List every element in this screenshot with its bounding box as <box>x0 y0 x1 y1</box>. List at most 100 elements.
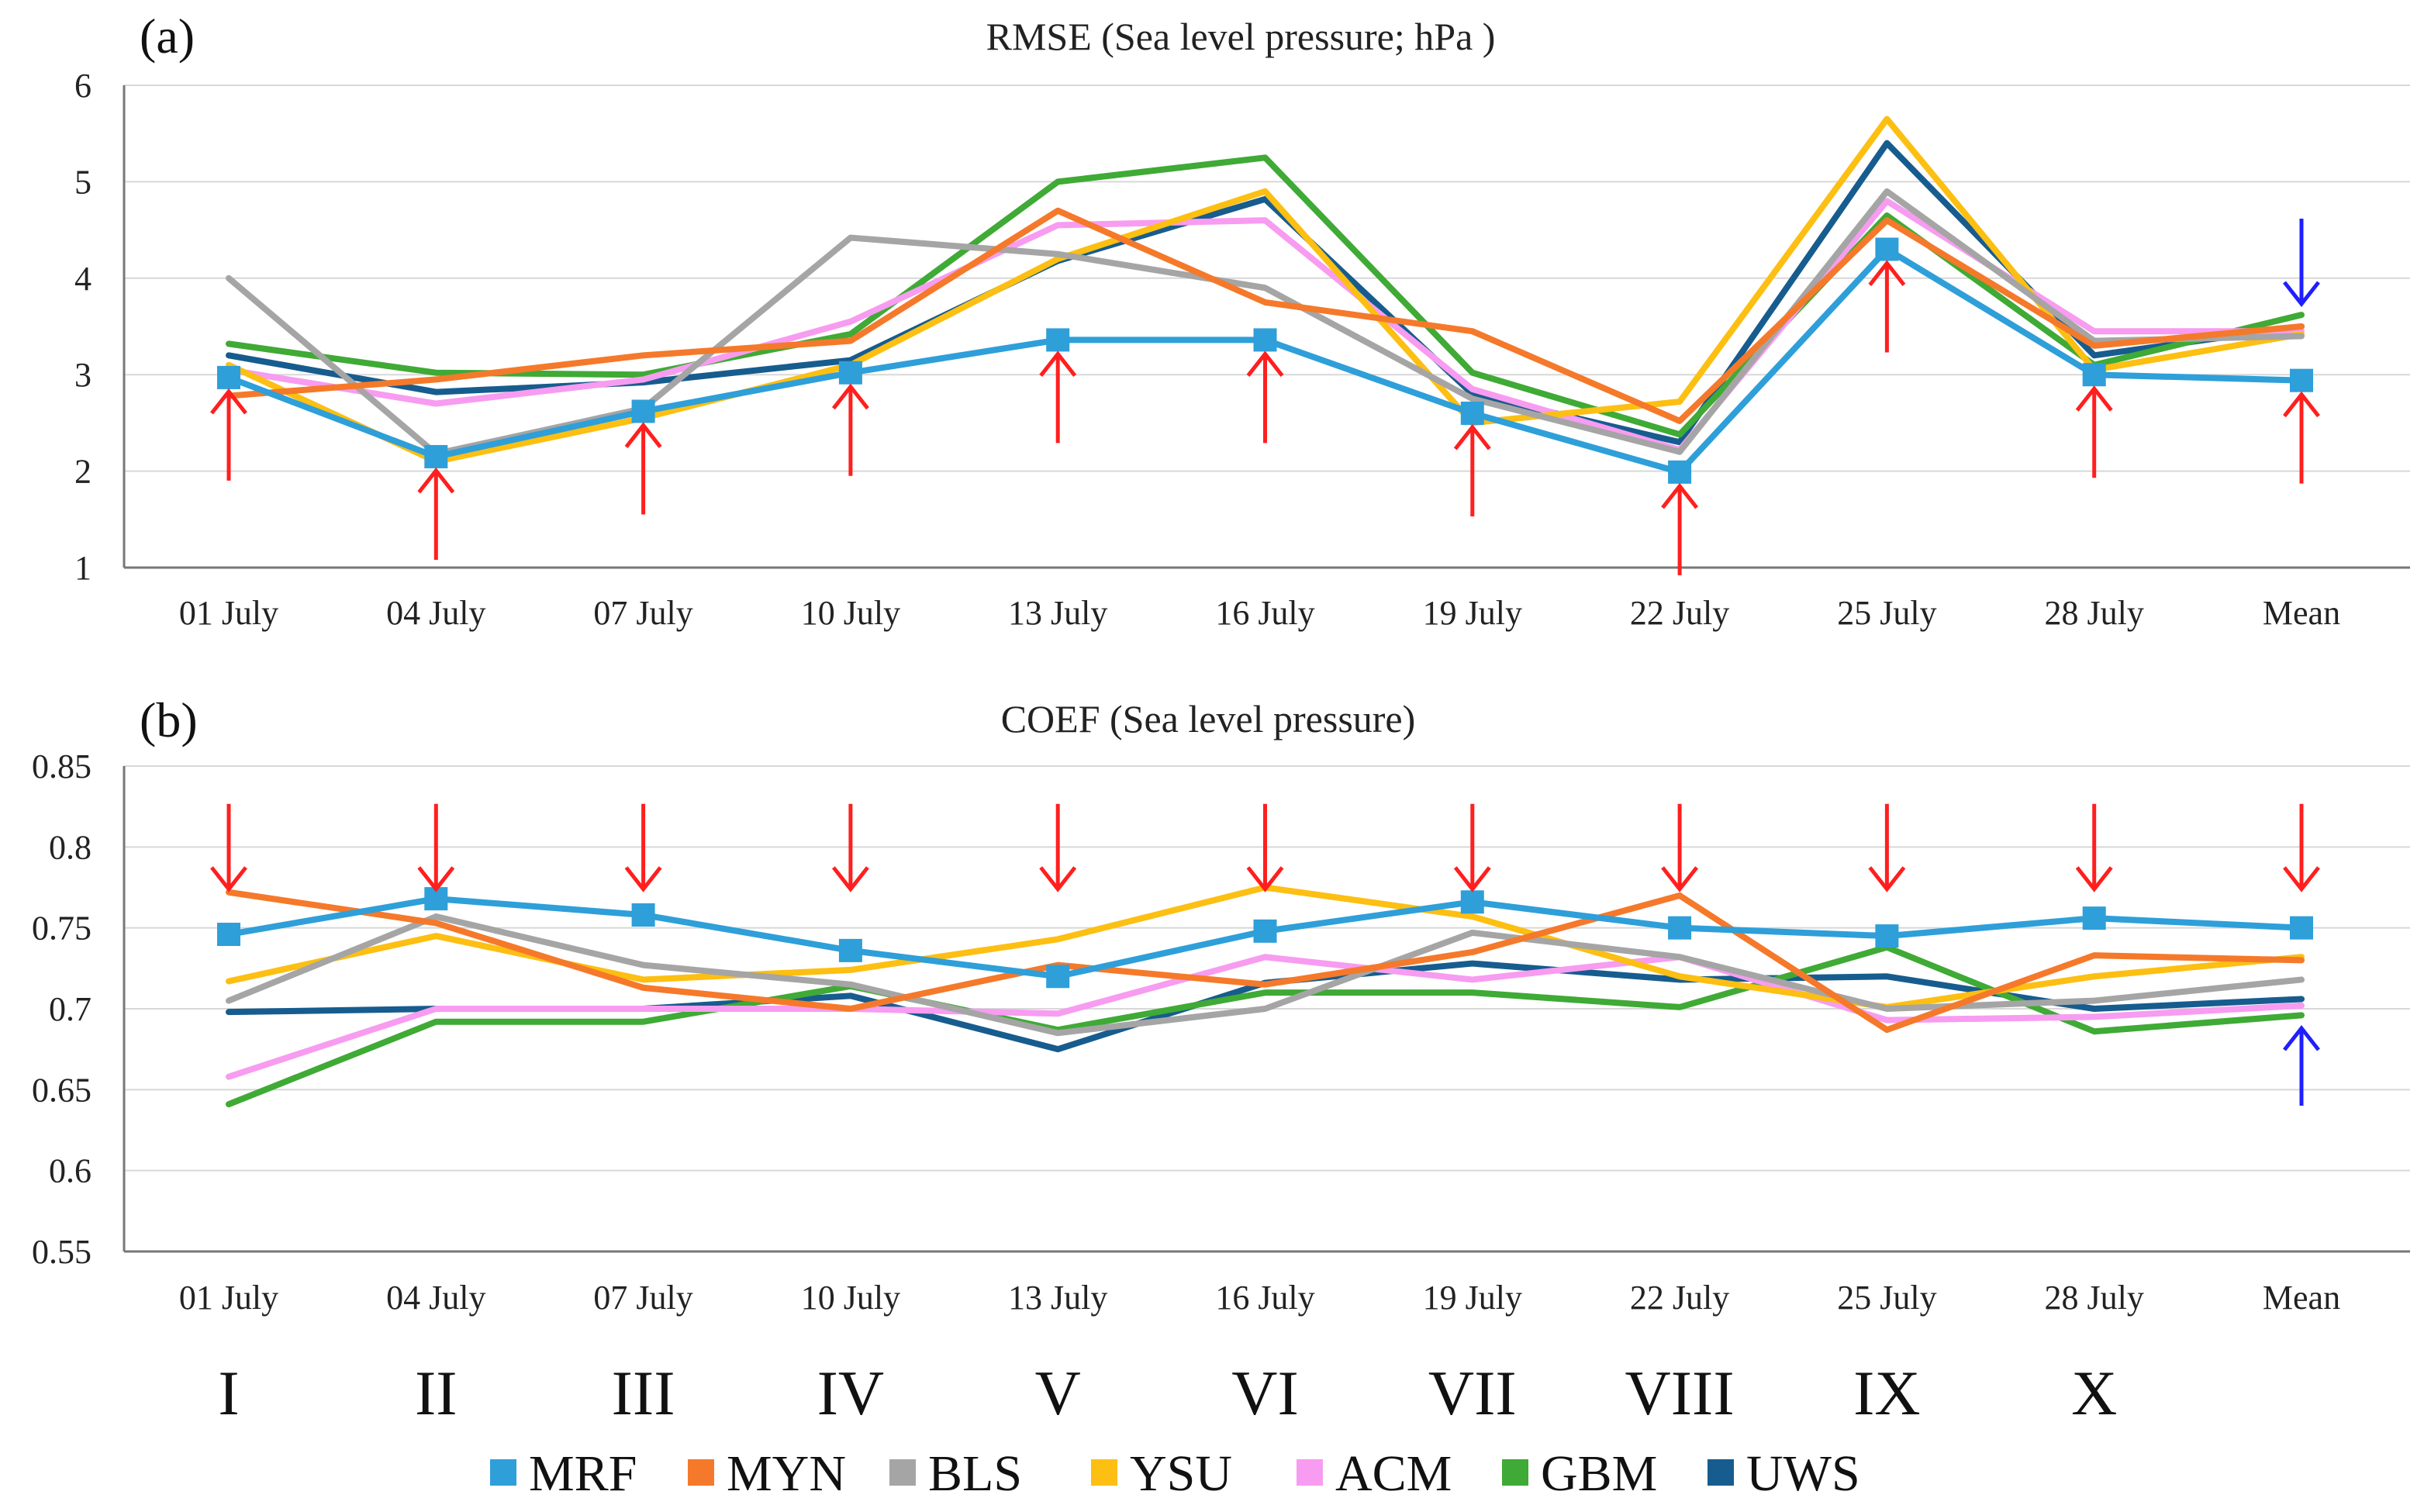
y-tick-label: 1 <box>74 549 92 587</box>
panel-a: (a) RMSE (Sea level pressure; hPa ) 1 2 3 4… <box>74 9 2410 632</box>
legend-swatch-myn <box>688 1459 714 1486</box>
series-marker-mrf <box>631 399 655 423</box>
legend-swatch-ysu <box>1091 1459 1117 1486</box>
red-arrow-head <box>1246 350 1284 377</box>
red-arrow-head <box>1246 866 1284 892</box>
x-tick-label: 07 July <box>593 594 692 632</box>
series-marker-mrf <box>631 903 655 927</box>
x-tick-label: 25 July <box>1837 594 1936 632</box>
red-arrow-head <box>1661 482 1699 509</box>
series-marker-mrf <box>1668 460 1692 484</box>
red-arrow-head <box>1039 866 1077 892</box>
series-marker-mrf <box>838 361 862 385</box>
red-arrow-head <box>1868 260 1906 287</box>
legend-label-mrf: MRF <box>529 1445 637 1502</box>
red-arrow-head <box>1453 866 1491 892</box>
x-tick-label: 19 July <box>1423 594 1522 632</box>
y-tick-label: 0.6 <box>49 1152 92 1190</box>
legend-swatch-bls <box>889 1459 916 1486</box>
red-arrow-head <box>1039 350 1077 377</box>
y-tick-label: 0.65 <box>32 1071 92 1109</box>
legend-swatch-mrf <box>490 1459 516 1486</box>
series-marker-mrf <box>2082 906 2106 930</box>
x-tick-label: 19 July <box>1423 1279 1522 1317</box>
red-arrow-head <box>210 388 247 415</box>
x-tick-label: 16 July <box>1215 594 1314 632</box>
y-tick-label: 0.75 <box>32 910 92 948</box>
series-line-myn <box>226 889 2305 1034</box>
series-marker-mrf <box>424 444 448 468</box>
panel-b-x-ticks: 01 July 04 July 07 July 10 July 13 July 16 Ju… <box>179 1279 2340 1317</box>
x-tick-label: 10 July <box>801 594 900 632</box>
x-tick-label: 04 July <box>386 1279 485 1317</box>
red-arrow-head <box>417 467 455 494</box>
y-tick-label: 4 <box>74 260 92 298</box>
roman-label: VIII <box>1625 1358 1735 1428</box>
x-tick-label: 16 July <box>1215 1279 1314 1317</box>
legend-swatch-gbm <box>1502 1459 1528 1486</box>
red-arrow-head <box>417 866 455 892</box>
series-line-myn <box>226 207 2305 424</box>
panel-b-title: COEF (Sea level pressure) <box>1001 697 1416 740</box>
panel-a-label: (a) <box>140 9 195 64</box>
panel-b: (b) COEF (Sea level pressure) 0.55 0.6 0.6… <box>32 692 2410 1317</box>
legend-label-acm: ACM <box>1335 1445 1452 1502</box>
panel-a-arrows <box>210 219 2320 575</box>
series-line-acm <box>226 954 2305 1080</box>
series-line-gbm <box>226 944 2305 1108</box>
x-tick-label: 22 July <box>1630 594 1729 632</box>
series-marker-mrf <box>838 938 862 962</box>
y-tick-label: 0.85 <box>32 747 92 785</box>
panel-b-arrows <box>210 803 2320 1106</box>
legend-label-ysu: YSU <box>1130 1445 1232 1502</box>
series-marker-mrf <box>1253 328 1277 352</box>
legend-label-uws: UWS <box>1746 1445 1860 1502</box>
x-tick-label: 01 July <box>179 1279 278 1317</box>
x-tick-label: 13 July <box>1008 594 1107 632</box>
x-tick-label: 22 July <box>1630 1279 1729 1317</box>
x-tick-label: 01 July <box>179 594 278 632</box>
red-arrow-head <box>624 866 662 892</box>
legend-label-gbm: GBM <box>1541 1445 1657 1502</box>
series-marker-mrf <box>1460 401 1484 425</box>
roman-label: VII <box>1428 1358 1517 1428</box>
panel-a-title: RMSE (Sea level pressure; hPa ) <box>986 15 1496 58</box>
panel-a-x-ticks: 01 July 04 July 07 July 10 July 13 July 16 Ju… <box>179 594 2340 632</box>
red-arrow-head <box>2283 866 2320 892</box>
panel-b-series <box>217 884 2313 1108</box>
legend-swatch-acm <box>1297 1459 1323 1486</box>
roman-label: V <box>1035 1358 1081 1428</box>
legend: MRF MYN BLS YSU ACM GBM UWS <box>490 1445 1860 1502</box>
x-tick-label: 28 July <box>2045 1279 2144 1317</box>
red-arrow-head <box>831 866 869 892</box>
blue-arrow-head <box>2283 1024 2320 1051</box>
x-tick-label: 28 July <box>2045 594 2144 632</box>
legend-swatch-uws <box>1708 1459 1734 1486</box>
series-marker-mrf <box>1875 237 1899 261</box>
red-arrow-head <box>624 422 662 449</box>
legend-label-myn: MYN <box>727 1445 846 1502</box>
red-arrow-head <box>1868 866 1906 892</box>
series-marker-mrf <box>2082 363 2106 387</box>
series-marker-mrf <box>2290 368 2313 392</box>
blue-arrow-head <box>2283 281 2320 308</box>
roman-label: X <box>2071 1358 2117 1428</box>
series-marker-mrf <box>217 923 240 947</box>
y-tick-label: 2 <box>74 453 92 491</box>
series-marker-mrf <box>1668 916 1692 940</box>
x-tick-label: Mean <box>2263 594 2340 632</box>
y-tick-label: 0.8 <box>49 828 92 866</box>
panel-a-series <box>217 116 2313 484</box>
roman-label: IV <box>817 1358 885 1428</box>
series-marker-mrf <box>1046 965 1070 989</box>
x-tick-label: 04 July <box>386 594 485 632</box>
x-tick-label: 10 July <box>801 1279 900 1317</box>
x-tick-label: 13 July <box>1008 1279 1107 1317</box>
legend-label-bls: BLS <box>928 1445 1022 1502</box>
roman-label: I <box>218 1358 239 1428</box>
y-tick-label: 5 <box>74 163 92 201</box>
red-arrow-head <box>2283 391 2320 418</box>
red-arrow-head <box>2075 385 2113 412</box>
panel-b-y-ticks: 0.55 0.6 0.65 0.7 0.75 0.8 0.85 <box>32 747 92 1271</box>
panel-a-y-ticks: 1 2 3 4 5 6 <box>74 67 92 587</box>
